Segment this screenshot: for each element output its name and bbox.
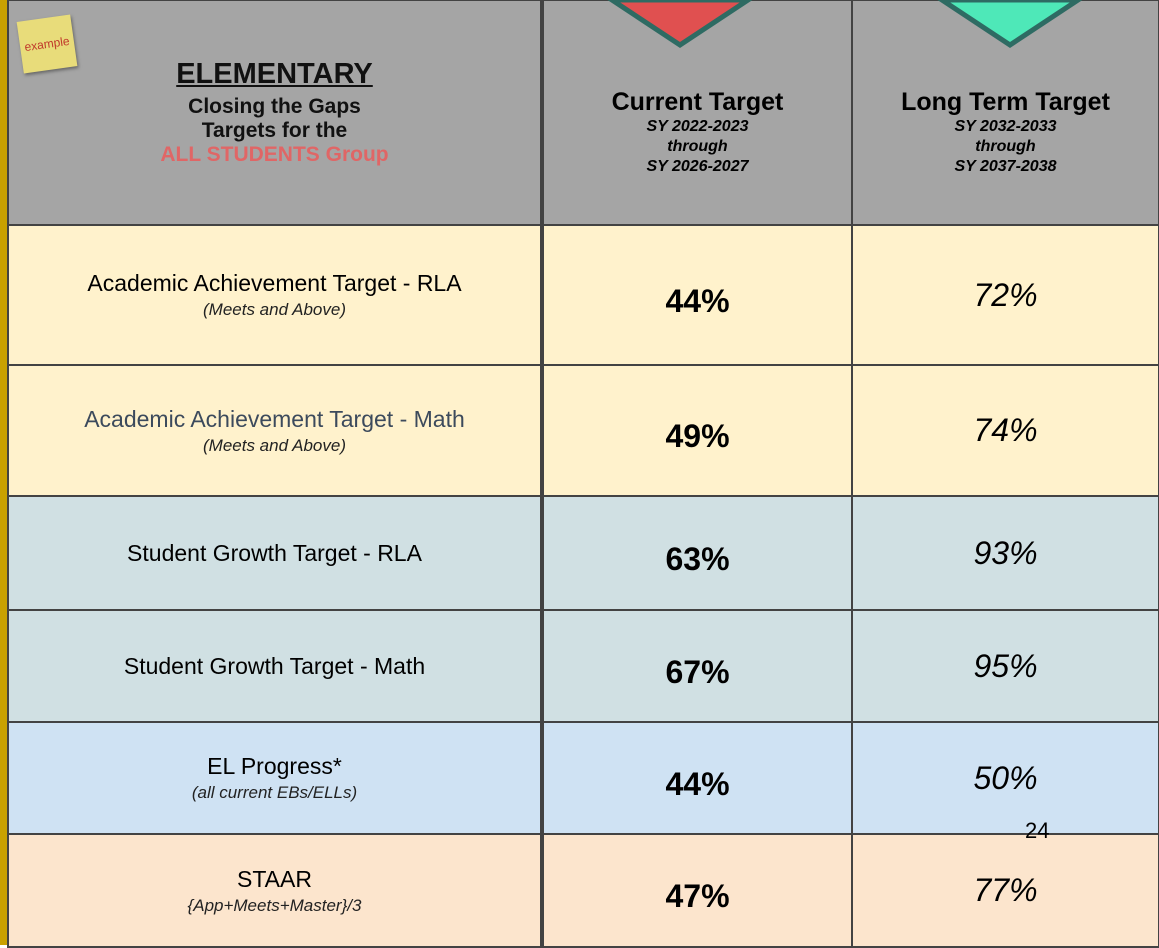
subtitle: Closing the Gaps bbox=[188, 95, 361, 119]
row-label: Student Growth Target - Math bbox=[124, 653, 425, 680]
column-title: Current Target bbox=[612, 88, 784, 117]
current-value: 47% bbox=[665, 878, 729, 915]
row-label: EL Progress* bbox=[207, 753, 342, 780]
long-term-cell: 77% bbox=[851, 833, 1159, 948]
page-number: 24 bbox=[1025, 818, 1049, 844]
current-value: 63% bbox=[665, 541, 729, 578]
row-label-cell: STAAR {App+Meets+Master}/3 bbox=[7, 833, 542, 948]
subtitle: Targets for the bbox=[202, 119, 347, 143]
column-subtitle: through bbox=[975, 137, 1035, 157]
row-note: (all current EBs/ELLs) bbox=[192, 783, 357, 803]
title: ELEMENTARY bbox=[176, 58, 373, 91]
current-cell: 44% bbox=[542, 224, 853, 366]
arrows bbox=[0, 0, 1159, 60]
long-term-value: 93% bbox=[973, 535, 1037, 572]
current-cell: 49% bbox=[542, 364, 853, 497]
row-label-cell: EL Progress* (all current EBs/ELLs) bbox=[7, 721, 542, 835]
long-term-cell: 93% bbox=[851, 495, 1159, 611]
current-value: 49% bbox=[665, 418, 729, 455]
long-term-cell: 72% bbox=[851, 224, 1159, 366]
row-note: (Meets and Above) bbox=[203, 436, 346, 456]
row-label-cell: Student Growth Target - Math bbox=[7, 609, 542, 723]
current-cell: 44% bbox=[542, 721, 853, 835]
column-subtitle: SY 2037-2038 bbox=[954, 157, 1056, 177]
current-value: 67% bbox=[665, 654, 729, 691]
current-cell: 67% bbox=[542, 609, 853, 723]
row-label: Academic Achievement Target - Math bbox=[84, 406, 465, 433]
row-label-cell: Student Growth Target - RLA bbox=[7, 495, 542, 611]
long-term-value: 74% bbox=[973, 412, 1037, 449]
row-note: {App+Meets+Master}/3 bbox=[188, 896, 362, 916]
page: ELEMENTARY Closing the Gaps Targets for … bbox=[0, 0, 1159, 945]
table: ELEMENTARY Closing the Gaps Targets for … bbox=[8, 0, 1159, 945]
long-term-value: 95% bbox=[973, 648, 1037, 685]
long-term-cell: 95% bbox=[851, 609, 1159, 723]
long-term-value: 50% bbox=[973, 760, 1037, 797]
row-label-cell: Academic Achievement Target - Math (Meets… bbox=[7, 364, 542, 497]
arrow-red bbox=[612, 0, 748, 45]
long-term-value: 77% bbox=[973, 872, 1037, 909]
row-label: Student Growth Target - RLA bbox=[127, 540, 422, 567]
row-note: (Meets and Above) bbox=[203, 300, 346, 320]
long-term-value: 72% bbox=[973, 277, 1037, 314]
long-term-cell: 74% bbox=[851, 364, 1159, 497]
column-subtitle: SY 2032-2033 bbox=[954, 117, 1056, 137]
arrow-green bbox=[942, 0, 1078, 45]
column-subtitle: SY 2022-2023 bbox=[646, 117, 748, 137]
row-label: STAAR bbox=[237, 866, 312, 893]
column-subtitle: through bbox=[667, 137, 727, 157]
row-label-cell: Academic Achievement Target - RLA (Meets … bbox=[7, 224, 542, 366]
column-subtitle: SY 2026-2027 bbox=[646, 157, 748, 177]
subtitle: ALL STUDENTS Group bbox=[160, 143, 388, 167]
current-value: 44% bbox=[665, 766, 729, 803]
column-title: Long Term Target bbox=[901, 88, 1110, 117]
long-term-cell: 50% bbox=[851, 721, 1159, 835]
current-cell: 63% bbox=[542, 495, 853, 611]
current-value: 44% bbox=[665, 283, 729, 320]
current-cell: 47% bbox=[542, 833, 853, 948]
row-label: Academic Achievement Target - RLA bbox=[87, 270, 461, 297]
